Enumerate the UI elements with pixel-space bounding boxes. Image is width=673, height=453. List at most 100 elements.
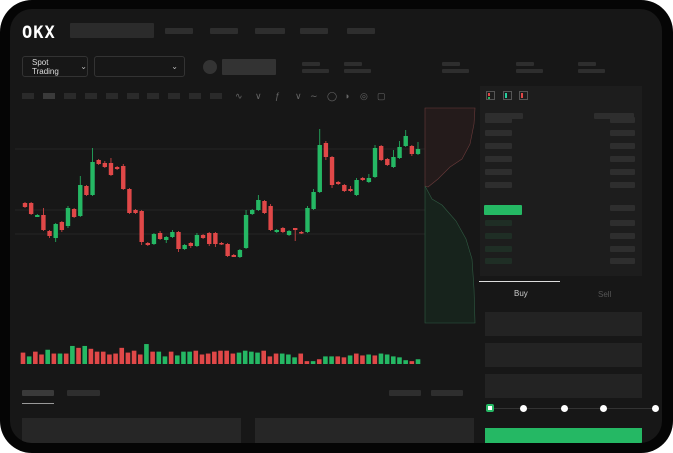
candle-down bbox=[385, 159, 390, 165]
volume-bar bbox=[193, 350, 199, 364]
candle-down bbox=[102, 163, 108, 167]
pair-selector-dropdown[interactable]: ⌄ bbox=[94, 56, 185, 77]
leverage-slider-track[interactable] bbox=[490, 408, 656, 409]
volume-bar bbox=[403, 360, 408, 364]
candlestick-chart[interactable] bbox=[10, 9, 662, 443]
volume-bar bbox=[94, 351, 100, 364]
ask-price[interactable] bbox=[485, 156, 512, 162]
stat-label bbox=[578, 62, 596, 66]
candle-down bbox=[59, 222, 65, 230]
candle-up bbox=[403, 136, 408, 146]
volume-bar bbox=[335, 356, 341, 364]
nav-item[interactable] bbox=[210, 28, 238, 34]
nav-item[interactable] bbox=[300, 28, 328, 34]
candle-up bbox=[78, 185, 83, 216]
ask-price[interactable] bbox=[485, 169, 512, 175]
volume-bar bbox=[298, 353, 304, 364]
volume-bar bbox=[242, 350, 248, 364]
settings-circle-icon[interactable]: ◎ bbox=[360, 91, 368, 101]
bottom-tab-active[interactable] bbox=[22, 390, 54, 396]
candle-down bbox=[323, 143, 329, 157]
ruler-icon[interactable]: ◯ bbox=[327, 91, 338, 101]
bottom-tab[interactable] bbox=[67, 390, 100, 396]
candle-up bbox=[415, 149, 421, 154]
bottom-filter-button[interactable] bbox=[431, 390, 463, 396]
nav-item[interactable] bbox=[165, 28, 193, 34]
timeframe-button[interactable] bbox=[64, 93, 76, 99]
bid-price[interactable] bbox=[485, 233, 512, 239]
candle-up bbox=[151, 234, 157, 244]
bid-price[interactable] bbox=[485, 220, 512, 226]
timeframe-button[interactable] bbox=[22, 93, 34, 99]
timeframe-button-active[interactable] bbox=[43, 93, 55, 99]
timeframe-button[interactable] bbox=[106, 93, 118, 99]
bottom-filter-button[interactable] bbox=[389, 390, 421, 396]
timeframe-button[interactable] bbox=[147, 93, 159, 99]
nav-item[interactable] bbox=[255, 28, 285, 34]
volume-bar bbox=[51, 353, 57, 364]
market-type-label: Spot Trading bbox=[32, 57, 59, 76]
orderbook-header-price bbox=[485, 113, 523, 119]
volume-bar bbox=[255, 352, 260, 364]
timeframe-button[interactable] bbox=[168, 93, 180, 99]
volume-bar bbox=[224, 350, 229, 364]
timeframe-button[interactable] bbox=[85, 93, 97, 99]
orderbook-bids-icon[interactable] bbox=[503, 91, 512, 100]
assets-card bbox=[255, 418, 474, 443]
timeframe-button[interactable] bbox=[127, 93, 139, 99]
sell-tab[interactable]: Sell bbox=[598, 290, 612, 299]
ask-price[interactable] bbox=[485, 182, 512, 188]
candle-down bbox=[133, 210, 138, 213]
candle-up bbox=[164, 237, 169, 240]
draw-line-icon[interactable]: ∼ bbox=[310, 91, 318, 101]
ask-price[interactable] bbox=[485, 143, 512, 149]
candle-up bbox=[286, 231, 292, 235]
formula-icon[interactable]: ƒ bbox=[275, 91, 281, 101]
volume-bar bbox=[384, 354, 390, 364]
volume-bar bbox=[174, 355, 180, 364]
volume-bar bbox=[267, 356, 273, 364]
bid-price[interactable] bbox=[485, 246, 512, 252]
candle-up bbox=[311, 192, 316, 209]
candle-down bbox=[262, 201, 267, 213]
gauge-icon[interactable]: ◑ bbox=[344, 91, 350, 101]
volume-bar bbox=[39, 354, 44, 364]
chevron-down-icon: ⌄ bbox=[171, 62, 178, 71]
market-type-dropdown[interactable]: Spot Trading ⌄ bbox=[22, 56, 88, 77]
leverage-step-dot[interactable] bbox=[600, 405, 607, 412]
candle-up bbox=[65, 208, 71, 226]
timeframe-button[interactable] bbox=[189, 93, 201, 99]
amount-input[interactable] bbox=[485, 343, 642, 367]
indicator-icon[interactable]: ∿ bbox=[235, 91, 243, 101]
leverage-step-dot[interactable] bbox=[561, 405, 568, 412]
chevron-down-icon[interactable]: ∨ bbox=[295, 91, 302, 101]
orderbook-asks-icon[interactable] bbox=[519, 91, 528, 100]
timeframe-button[interactable] bbox=[210, 93, 222, 99]
candle-up bbox=[397, 147, 402, 158]
buy-tab[interactable]: Buy bbox=[514, 289, 528, 298]
leverage-step-dot[interactable] bbox=[520, 405, 527, 412]
leverage-slider-handle[interactable] bbox=[486, 404, 494, 412]
price-input[interactable] bbox=[485, 312, 642, 336]
orderbook-both-icon[interactable] bbox=[486, 91, 495, 100]
candle-down bbox=[96, 160, 101, 164]
bid-price[interactable] bbox=[485, 258, 512, 264]
stat-value bbox=[302, 69, 329, 73]
leverage-step-dot[interactable] bbox=[652, 405, 659, 412]
order-amount bbox=[610, 258, 635, 264]
compare-icon[interactable]: ∨ bbox=[255, 91, 262, 101]
total-input[interactable] bbox=[485, 374, 642, 398]
nav-item[interactable] bbox=[347, 28, 375, 34]
fullscreen-icon[interactable]: ▢ bbox=[377, 91, 386, 101]
depth-bids-area bbox=[424, 185, 476, 324]
order-amount bbox=[610, 117, 635, 123]
ask-price[interactable] bbox=[485, 117, 512, 123]
buy-submit-button[interactable] bbox=[485, 428, 642, 443]
candle-down bbox=[41, 215, 46, 230]
search-bar[interactable] bbox=[70, 23, 154, 38]
ask-price[interactable] bbox=[485, 130, 512, 136]
candle-down bbox=[200, 235, 206, 238]
volume-bar bbox=[144, 344, 149, 364]
volume-bar bbox=[304, 361, 310, 364]
